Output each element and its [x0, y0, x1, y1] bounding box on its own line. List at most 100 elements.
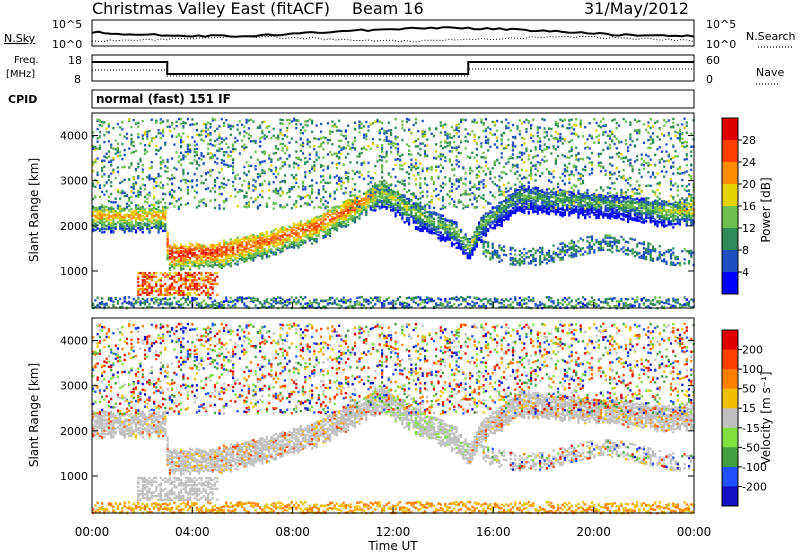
power-cell — [261, 231, 264, 235]
power-cell — [480, 156, 483, 159]
power-cell — [514, 210, 517, 213]
power-cell — [308, 305, 311, 308]
power-cell — [234, 262, 237, 265]
power-cell — [157, 217, 160, 220]
power-cell — [186, 273, 189, 277]
power-cell — [137, 195, 140, 199]
power-cell — [493, 300, 496, 303]
power-cell — [428, 220, 431, 223]
power-cell — [92, 303, 95, 307]
power-cell — [195, 258, 198, 261]
power-cell — [153, 203, 156, 207]
power-cell — [514, 137, 517, 140]
power-cell — [107, 210, 110, 213]
power-cell — [455, 146, 458, 149]
power-cell — [202, 244, 205, 247]
power-cell — [186, 246, 189, 249]
power-cell — [171, 247, 174, 251]
power-cell — [180, 257, 183, 261]
power-cell — [243, 194, 246, 197]
power-cell — [417, 220, 420, 223]
power-cell — [511, 192, 515, 196]
power-cell — [360, 204, 363, 207]
power-cell — [507, 218, 510, 221]
power-cell — [491, 211, 494, 214]
power-cell — [166, 206, 169, 210]
power-cell — [396, 196, 399, 200]
power-cell — [256, 297, 259, 301]
power-cell — [261, 305, 264, 308]
power-cell — [326, 216, 329, 219]
power-cell — [514, 200, 517, 204]
power-cell — [189, 275, 192, 278]
power-cell — [381, 144, 384, 147]
power-cell — [130, 301, 133, 305]
power-cell — [114, 225, 117, 229]
power-cell — [448, 305, 451, 308]
power-cell — [385, 135, 388, 139]
power-cell — [399, 196, 402, 199]
power-cell — [259, 238, 262, 242]
power-cell — [455, 148, 458, 151]
power-cell — [408, 219, 411, 223]
power-cell — [103, 140, 106, 144]
power-cell — [137, 297, 140, 301]
power-cell — [216, 293, 219, 296]
power-cell — [311, 228, 314, 231]
power-cell — [211, 251, 214, 254]
power-cell — [200, 130, 203, 133]
power-cell — [335, 188, 338, 191]
power-cell — [283, 300, 287, 303]
power-cell — [277, 296, 280, 299]
power-cell — [511, 136, 515, 139]
power-cell — [383, 156, 386, 159]
power-cell — [399, 208, 402, 212]
power-cell — [482, 217, 485, 221]
power-cell — [173, 259, 176, 262]
power-cell — [390, 202, 393, 206]
power-cell — [464, 205, 467, 208]
power-cell — [128, 229, 131, 233]
power-cell — [101, 203, 104, 207]
power-cell — [189, 282, 192, 286]
power-cell — [383, 192, 386, 196]
power-cell — [209, 131, 212, 135]
power-cell — [430, 176, 433, 179]
power-cell — [326, 302, 329, 305]
power-cell — [439, 221, 442, 225]
power-cell — [306, 202, 309, 205]
power-cell — [150, 291, 153, 295]
power-cell — [405, 205, 408, 208]
power-cell — [439, 124, 442, 127]
power-cell — [408, 197, 411, 201]
power-cell — [317, 217, 320, 220]
power-cell — [150, 289, 153, 293]
power-cell — [516, 177, 519, 180]
power-cell — [211, 282, 214, 286]
power-cell — [277, 239, 280, 242]
power-cell — [475, 226, 478, 229]
power-cell — [168, 268, 171, 271]
power-cell — [92, 207, 95, 211]
power-cell — [193, 173, 196, 176]
power-cell — [390, 209, 393, 212]
power-cell — [227, 123, 230, 127]
power-cell — [378, 180, 381, 183]
power-cell — [222, 304, 226, 307]
power-cell — [471, 251, 474, 255]
power-cell — [344, 187, 347, 190]
power-cell — [261, 247, 264, 251]
power-cell — [326, 222, 329, 225]
power-cell — [225, 260, 228, 263]
power-cell — [329, 223, 332, 226]
power-cell — [175, 256, 178, 259]
power-cell — [387, 301, 390, 305]
power-cell — [457, 151, 460, 155]
power-cell — [94, 208, 97, 211]
power-cell — [195, 282, 198, 286]
power-cell — [168, 190, 171, 193]
power-cell — [435, 232, 438, 235]
power-cell — [270, 249, 273, 253]
power-cell — [184, 178, 187, 182]
power-cell — [150, 288, 153, 291]
